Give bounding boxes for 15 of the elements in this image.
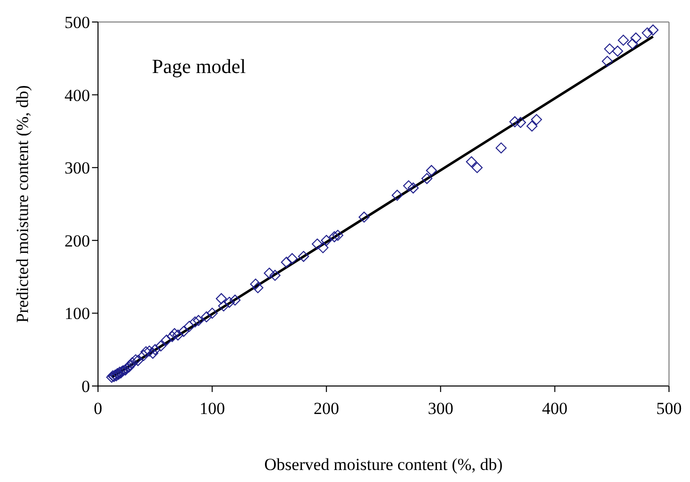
y-tick-label: 100: [64, 304, 90, 324]
x-tick-label: 100: [199, 399, 225, 418]
y-tick-label: 500: [64, 13, 90, 32]
x-axis-title: Observed moisture content (%, db): [264, 455, 503, 474]
x-tick-label: 400: [542, 399, 568, 418]
x-tick-label: 0: [94, 399, 102, 418]
y-tick-label: 300: [64, 158, 90, 178]
y-tick-label: 200: [64, 231, 90, 250]
annotation: Page model: [152, 56, 246, 79]
y-axis-title: Predicted moisture content (%, db): [13, 85, 32, 323]
x-tick-label: 300: [428, 399, 454, 418]
y-tick-label: 400: [64, 86, 90, 105]
x-tick-label: 200: [314, 399, 340, 418]
x-tick-label: 500: [656, 399, 682, 418]
y-tick-label: 0: [82, 377, 90, 396]
